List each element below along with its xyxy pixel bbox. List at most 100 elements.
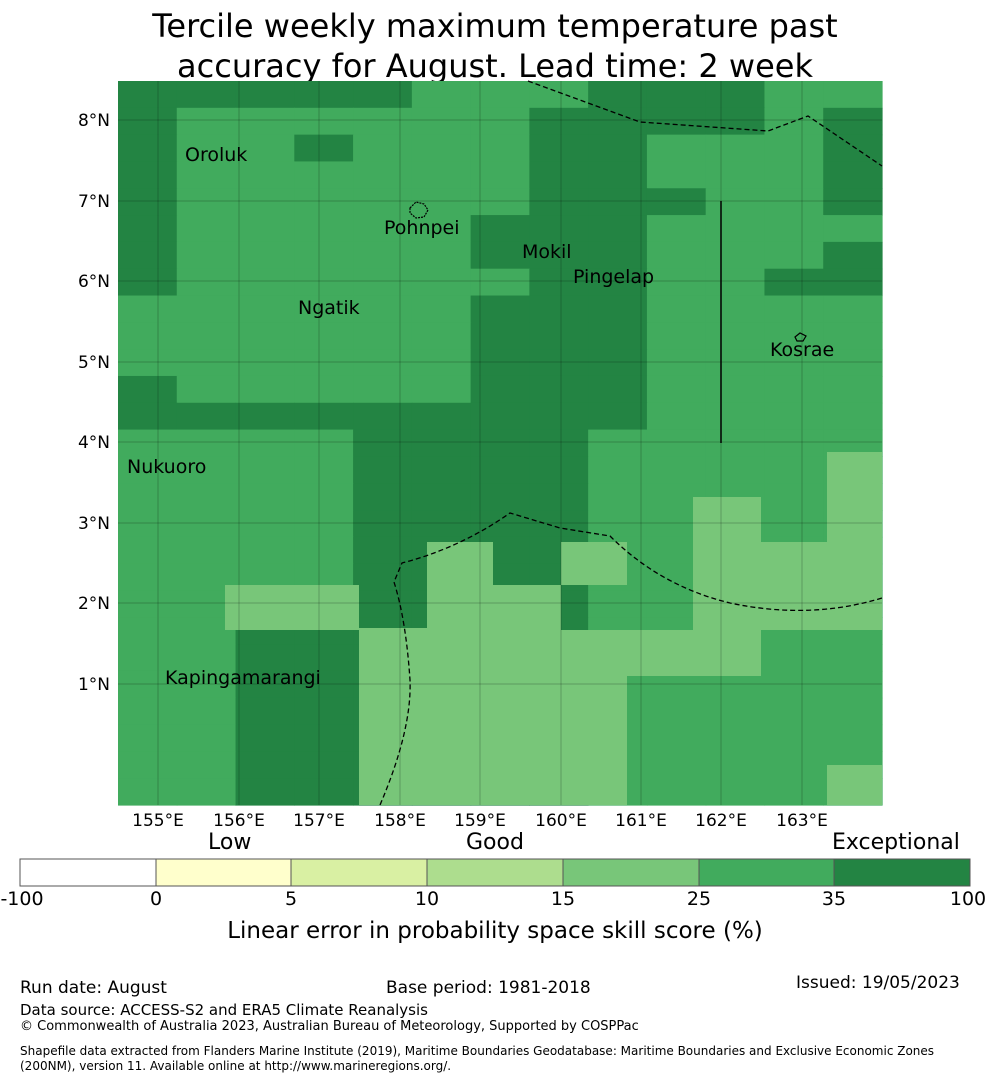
grid-cell (705, 268, 766, 297)
grid-cell (470, 107, 530, 136)
grid-cell (294, 536, 354, 565)
islands (409, 201, 807, 342)
colorbar-tick: -100 (0, 888, 44, 910)
lat-label-3n: 3°N (78, 514, 110, 534)
grid-cell (588, 81, 648, 109)
grid-cell (294, 483, 354, 511)
grid-cell (529, 268, 589, 297)
colorbar-band-5-10 (290, 858, 428, 887)
grid-cell (705, 188, 766, 216)
grid-cell (294, 456, 354, 484)
grid-cell (646, 107, 707, 136)
grid-cell (411, 215, 472, 243)
grid-cell (411, 510, 472, 538)
grid-cell (470, 241, 530, 270)
grid-cell (411, 483, 472, 511)
lon-label-158e: 158°E (374, 811, 426, 831)
grid-cell (411, 107, 472, 136)
grid-cell-light (761, 542, 827, 630)
grid-cell-light (693, 497, 761, 676)
grid-cell (411, 375, 472, 404)
colorbar (19, 858, 971, 887)
grid-cell (353, 349, 413, 377)
grid-cell (764, 188, 824, 216)
grid-cell (118, 751, 178, 779)
grid-cell (588, 375, 648, 404)
grid-cell (176, 429, 237, 457)
grid-cell (705, 375, 766, 404)
grid-cell (411, 402, 472, 431)
grid-cell (705, 456, 766, 484)
grid-cell (823, 295, 883, 323)
grid-cell (764, 456, 824, 484)
grid-cell (411, 456, 472, 484)
grid-cell (176, 268, 237, 297)
grid-cell (588, 241, 648, 270)
grid-cell (764, 215, 824, 243)
grid-cell (470, 161, 530, 189)
colorbar-label: Linear error in probability space skill … (227, 918, 763, 944)
grid-cell (176, 644, 237, 672)
grid-cell (588, 161, 648, 189)
shapefile-credit-line-2: (200NM), version 11. Available online at… (20, 1059, 452, 1073)
grid-cell (588, 134, 648, 163)
label-kosrae: Kosrae (770, 339, 834, 361)
lon-label-160e: 160°E (535, 811, 587, 831)
grid-cell (118, 510, 178, 538)
grid-cell (411, 268, 472, 297)
grid-cell (529, 188, 589, 216)
label-pingelap: Pingelap (573, 266, 654, 288)
grid-cell (176, 724, 237, 752)
map-title: Tercile weekly maximum temperature past … (0, 6, 990, 86)
grid-cell (118, 375, 178, 404)
grid-cell (118, 670, 178, 699)
colorbar-band-0-5 (155, 858, 292, 887)
grid-cell (411, 134, 472, 163)
grid-cell (176, 483, 237, 511)
grid-cell (176, 510, 237, 538)
grid-cell (646, 456, 707, 484)
grid-cell (294, 81, 354, 109)
grid-cell (235, 778, 295, 806)
kosrae-island (794, 332, 807, 342)
grid-cell-light (561, 630, 627, 805)
grid-cell (529, 429, 589, 457)
place-labels: Oroluk Pohnpei Mokil Pingelap Ngatik Kos… (127, 144, 834, 689)
grid-cell (353, 429, 413, 457)
lat-label-6n: 6°N (78, 272, 110, 292)
grid-cell (235, 268, 295, 297)
grid-cell (353, 134, 413, 163)
grid-cell (294, 134, 354, 163)
grid-cell (118, 268, 178, 297)
grid-cell (823, 161, 883, 189)
grid-cell (235, 188, 295, 216)
grid-cell (294, 215, 354, 243)
colorbar-band-15-25 (562, 858, 700, 887)
grid-cell (118, 81, 178, 109)
grid-cell (705, 81, 766, 109)
grid-cell (235, 456, 295, 484)
grid-cell (470, 134, 530, 163)
lat-label-8n: 8°N (78, 111, 110, 131)
grid-cell (823, 188, 883, 216)
grid-cell (764, 510, 824, 538)
grid-cell (705, 241, 766, 270)
grid-cell (118, 563, 178, 592)
grid-cell (118, 215, 178, 243)
grid-cell (235, 295, 295, 323)
grid-cell (588, 215, 648, 243)
grid-cell (588, 107, 648, 136)
grid-cell (353, 483, 413, 511)
grid-cell (470, 349, 530, 377)
grid-cell (705, 161, 766, 189)
grid-cell (294, 697, 354, 726)
grid-cell (353, 510, 413, 538)
grid-cell (646, 161, 707, 189)
grid-cell (823, 107, 883, 136)
grid-cell (529, 107, 589, 136)
grid-cell-light (359, 628, 427, 805)
colorbar-band-35-100 (833, 858, 971, 887)
grid-cell (646, 349, 707, 377)
grid-cell (353, 188, 413, 216)
